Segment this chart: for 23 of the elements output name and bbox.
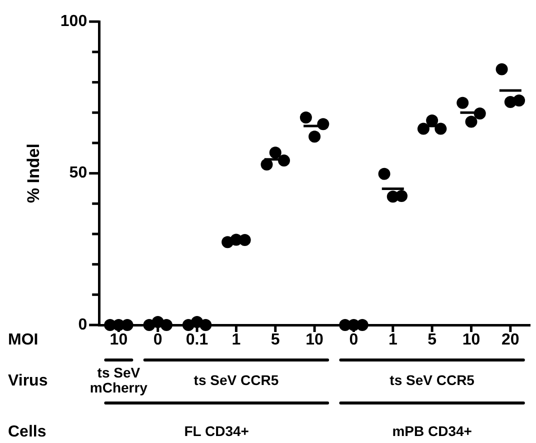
text: ts SeV mCherry: [90, 364, 148, 396]
text: mPB CD34+: [392, 422, 472, 439]
x-tick-label: 10: [306, 331, 324, 348]
y-tick-label: 50: [69, 164, 88, 182]
x-tick-label: 0: [153, 331, 162, 348]
text: ts SeV CCR5: [390, 372, 475, 388]
y-axis-title: % Indel: [24, 144, 43, 204]
x-tick-label: 10: [462, 331, 480, 348]
y-tick-label: 100: [60, 13, 88, 30]
x-tick-label: 0: [349, 331, 358, 348]
text: Virus: [8, 372, 48, 390]
x-tick-label: 5: [428, 331, 437, 348]
y-tick-label: 0: [78, 316, 88, 334]
x-tick-label: 20: [502, 331, 520, 348]
text: ts SeV CCR5: [194, 372, 279, 388]
text: MOI: [8, 331, 38, 348]
x-tick-label: 1: [232, 331, 241, 348]
text: FL CD34+: [184, 422, 249, 439]
x-tick-label: 1: [388, 331, 398, 348]
x-tick-label: 0.1: [186, 331, 208, 348]
text: Cells: [8, 423, 46, 440]
x-tick-label: 5: [270, 331, 280, 348]
x-tick-label: 10: [110, 331, 128, 348]
